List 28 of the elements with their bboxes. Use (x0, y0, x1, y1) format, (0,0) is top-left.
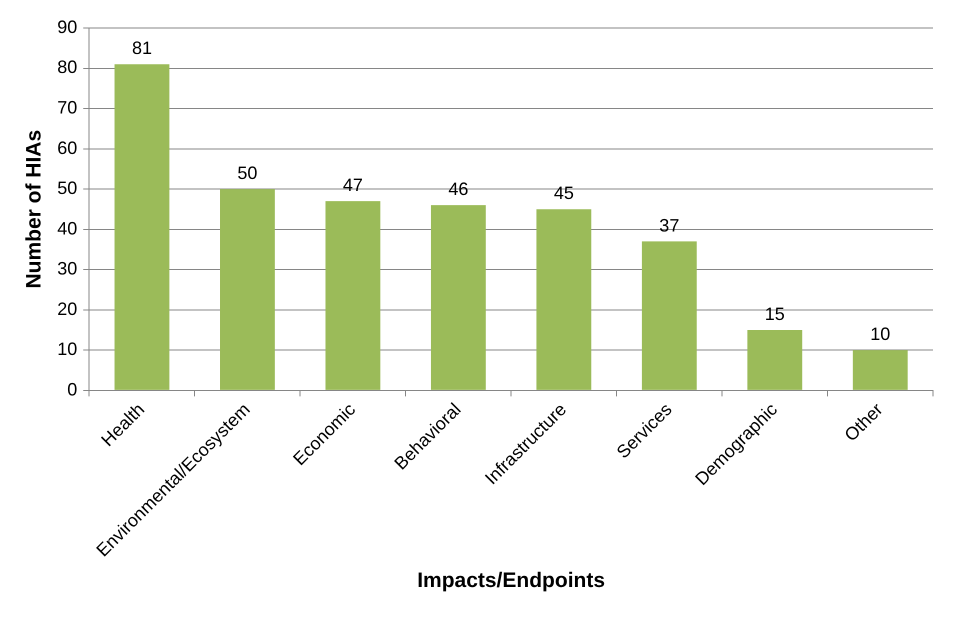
data-label: 81 (132, 38, 152, 58)
bar (536, 209, 592, 390)
y-tick-label: 10 (57, 339, 78, 360)
y-tick-label: 40 (57, 218, 78, 238)
y-tick-label: 80 (57, 57, 78, 78)
data-label: 46 (448, 179, 468, 200)
x-axis-title: Impacts/Endpoints (417, 569, 606, 592)
data-label: 45 (554, 183, 574, 204)
bar (220, 189, 275, 390)
data-label: 47 (342, 175, 363, 196)
bar (852, 350, 908, 390)
data-label: 10 (870, 324, 890, 344)
data-label: 15 (764, 304, 785, 324)
y-tick-label: 50 (57, 178, 78, 198)
data-label: 37 (659, 215, 680, 236)
bar (114, 64, 170, 390)
bar (642, 241, 697, 390)
data-label: 50 (237, 163, 258, 184)
bar (430, 205, 486, 390)
bar (325, 201, 380, 390)
y-axis-title: Number of HIAs (22, 130, 46, 289)
y-tick-label: 90 (57, 16, 78, 37)
y-tick-label: 0 (67, 379, 78, 400)
y-tick-label: 30 (57, 258, 78, 279)
y-tick-label: 20 (57, 298, 78, 319)
y-tick-label: 60 (57, 138, 78, 158)
bar (747, 330, 802, 390)
y-tick-label: 70 (57, 98, 78, 118)
